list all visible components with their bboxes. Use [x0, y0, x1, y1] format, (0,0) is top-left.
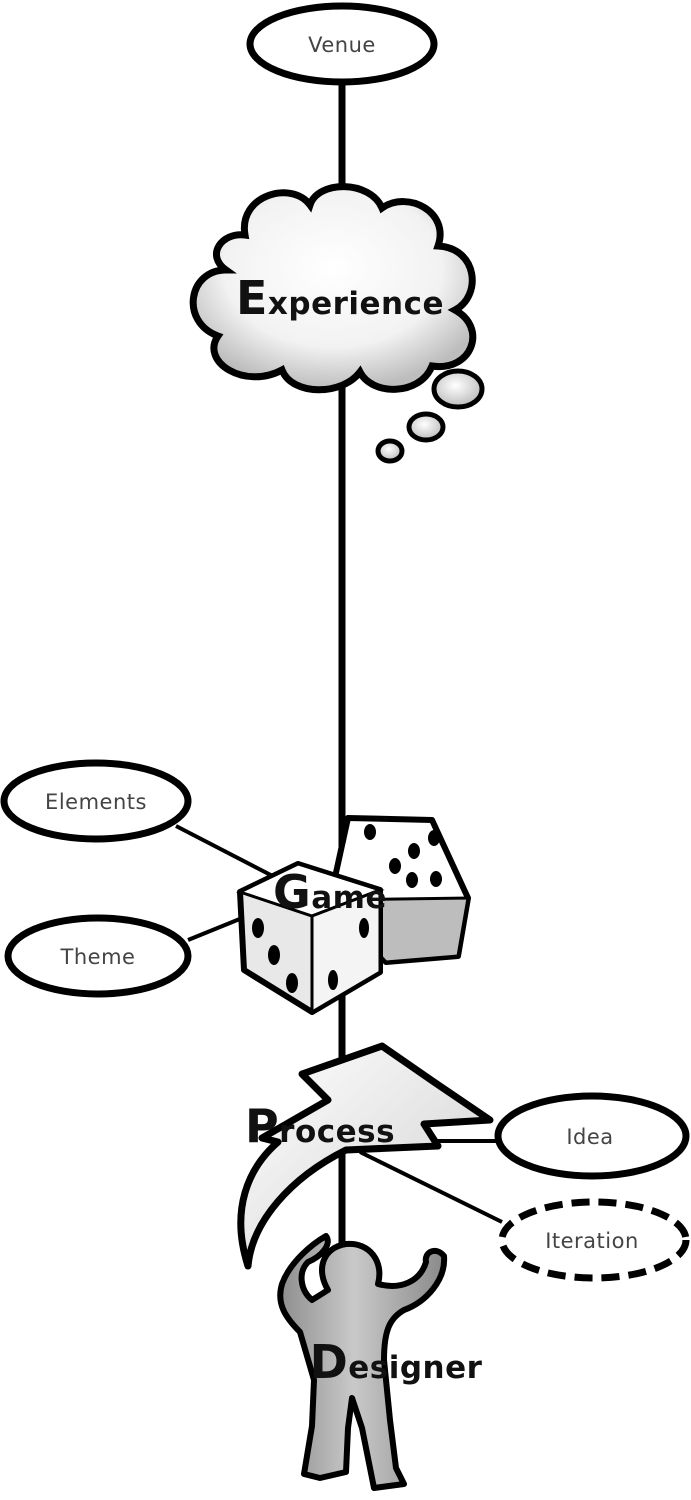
elements-label: Elements [45, 790, 147, 814]
venue-node: Venue [246, 2, 438, 86]
iteration-ellipse [498, 1198, 690, 1282]
idea-label: Idea [566, 1125, 613, 1149]
elements-node: Elements [0, 759, 192, 843]
dice-icon [236, 815, 471, 1015]
game-node: Game [236, 815, 471, 1015]
experience-node: Experience [189, 183, 485, 464]
theme-label: Theme [60, 945, 136, 969]
designer-node: Designer [277, 1233, 483, 1491]
idea-ellipse [494, 1092, 690, 1180]
designer-label: Designer [310, 1335, 483, 1389]
thought-cloud-icon [189, 183, 485, 464]
iteration-label: Iteration [545, 1229, 639, 1253]
theme-ellipse [4, 914, 192, 998]
process-label: Process [245, 1099, 395, 1153]
venue-label: Venue [308, 33, 376, 57]
iteration-node: Iteration [498, 1198, 690, 1282]
process-node: Process [237, 1042, 494, 1270]
game-label: Game [273, 865, 387, 919]
venue-ellipse [246, 2, 438, 86]
idea-node: Idea [494, 1092, 690, 1180]
iteration-connector [359, 1150, 503, 1224]
elements-ellipse [0, 759, 192, 843]
experience-label: Experience [236, 271, 444, 325]
lightning-bolt-icon [237, 1042, 494, 1270]
thinking-person-icon [277, 1233, 448, 1491]
theme-node: Theme [4, 914, 192, 998]
